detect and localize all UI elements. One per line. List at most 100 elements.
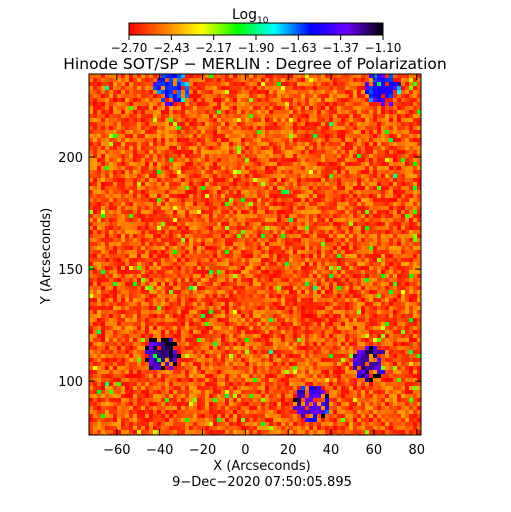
map-cell (177, 282, 181, 286)
map-cell (177, 138, 181, 142)
map-cell (265, 130, 269, 134)
map-cell (209, 306, 213, 310)
map-cell (285, 210, 289, 214)
map-cell (109, 198, 113, 202)
map-cell (101, 118, 105, 122)
map-cell (109, 150, 113, 154)
map-cell (185, 90, 189, 94)
map-cell (217, 122, 221, 126)
map-cell (221, 74, 225, 78)
map-cell (397, 174, 401, 178)
map-cell (125, 182, 129, 186)
map-cell (169, 162, 173, 166)
map-cell (301, 146, 305, 150)
map-cell (169, 198, 173, 202)
map-cell (309, 150, 313, 154)
map-cell (337, 98, 341, 102)
map-cell (369, 162, 373, 166)
map-cell (177, 146, 181, 150)
map-cell (213, 122, 217, 126)
map-cell (249, 262, 253, 266)
map-cell (185, 98, 189, 102)
map-cell (201, 266, 205, 270)
map-cell (337, 286, 341, 290)
map-cell (261, 306, 265, 310)
map-cell (197, 302, 201, 306)
map-cell (229, 258, 233, 262)
map-cell (193, 154, 197, 158)
map-cell (129, 130, 133, 134)
map-cell (397, 306, 401, 310)
map-cell (133, 198, 137, 202)
map-cell (161, 82, 165, 86)
map-cell (93, 294, 97, 298)
map-cell (93, 218, 97, 222)
map-cell (169, 306, 173, 310)
map-cell (337, 258, 341, 262)
map-cell (185, 294, 189, 298)
map-cell (165, 302, 169, 306)
map-cell (389, 146, 393, 150)
map-cell (169, 242, 173, 246)
map-cell (293, 294, 297, 298)
map-cell (297, 218, 301, 222)
map-cell (321, 90, 325, 94)
map-cell (161, 282, 165, 286)
map-cell (201, 186, 205, 190)
map-cell (385, 86, 389, 90)
map-cell (101, 142, 105, 146)
map-cell (201, 218, 205, 222)
map-cell (141, 150, 145, 154)
map-cell (329, 202, 333, 206)
map-cell (249, 146, 253, 150)
map-cell (189, 126, 193, 130)
map-cell (389, 238, 393, 242)
map-cell (261, 174, 265, 178)
map-cell (129, 74, 133, 78)
map-cell (129, 178, 133, 182)
map-cell (317, 230, 321, 234)
map-cell (157, 106, 161, 110)
map-cell (145, 290, 149, 294)
map-cell (409, 194, 413, 198)
map-cell (93, 254, 97, 258)
map-cell (313, 106, 317, 110)
map-cell (257, 182, 261, 186)
map-cell (237, 166, 241, 170)
map-cell (357, 170, 361, 174)
map-cell (317, 270, 321, 274)
map-cell (353, 90, 357, 94)
map-cell (217, 162, 221, 166)
map-cell (297, 310, 301, 314)
map-cell (265, 90, 269, 94)
map-cell (397, 134, 401, 138)
map-cell (385, 246, 389, 250)
map-cell (333, 306, 337, 310)
map-cell (337, 266, 341, 270)
map-cell (373, 210, 377, 214)
map-cell (361, 170, 365, 174)
map-cell (197, 90, 201, 94)
map-cell (353, 110, 357, 114)
map-cell (241, 298, 245, 302)
map-cell (373, 194, 377, 198)
map-cell (301, 278, 305, 282)
map-cell (285, 194, 289, 198)
map-cell (173, 282, 177, 286)
map-cell (269, 234, 273, 238)
map-cell (197, 246, 201, 250)
map-cell (281, 290, 285, 294)
map-cell (185, 250, 189, 254)
map-cell (277, 258, 281, 262)
map-cell (293, 274, 297, 278)
map-cell (105, 214, 109, 218)
map-cell (381, 106, 385, 110)
map-cell (349, 274, 353, 278)
map-cell (405, 246, 409, 250)
map-cell (125, 118, 129, 122)
map-cell (361, 110, 365, 114)
map-cell (141, 310, 145, 314)
map-cell (253, 106, 257, 110)
map-cell (405, 262, 409, 266)
map-cell (281, 302, 285, 306)
